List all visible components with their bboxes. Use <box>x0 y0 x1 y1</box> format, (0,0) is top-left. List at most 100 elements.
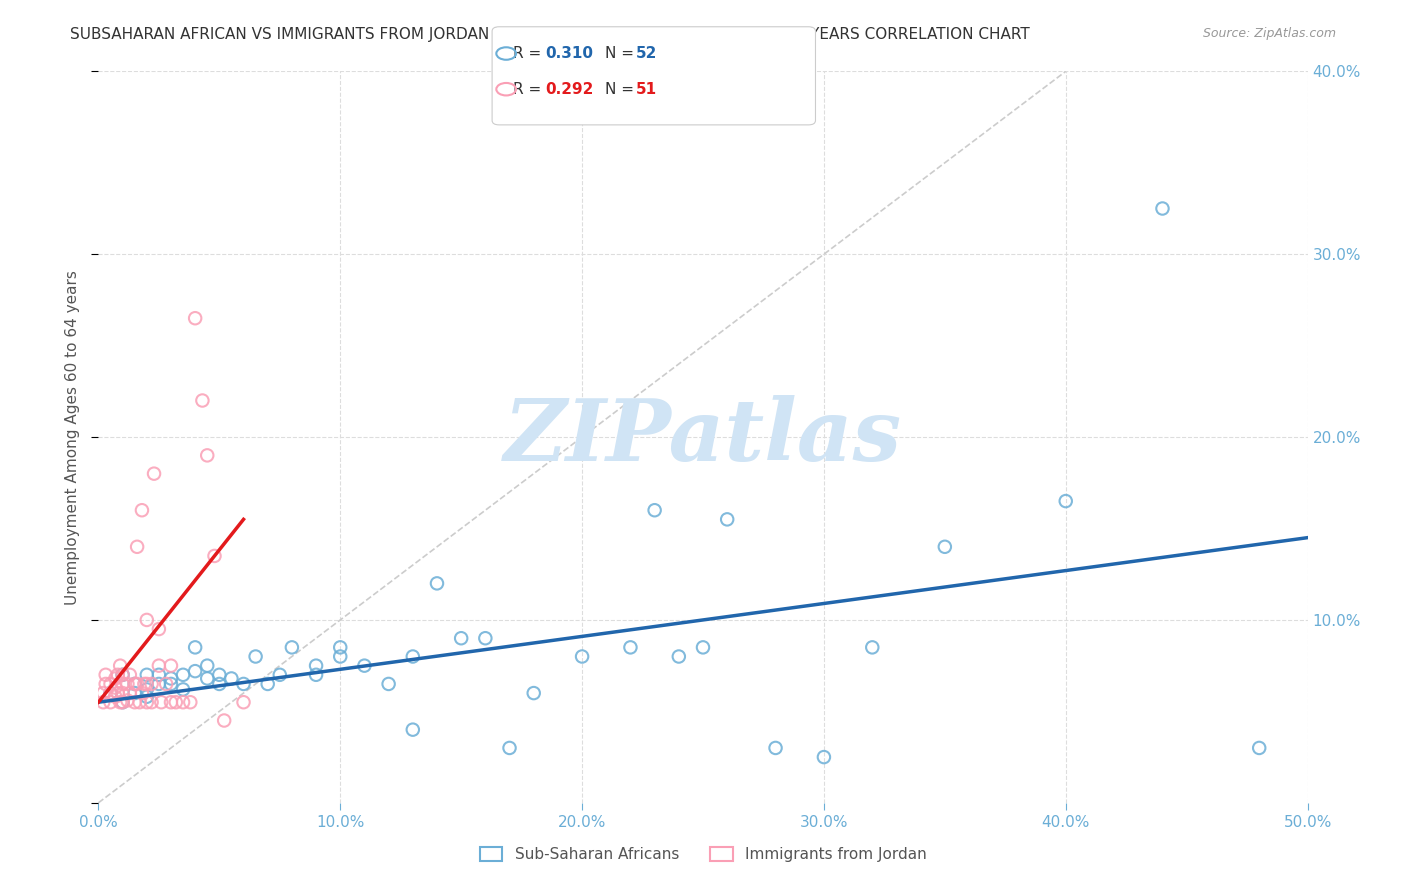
Text: 0.310: 0.310 <box>546 46 593 61</box>
Point <box>195 658 218 673</box>
Text: SUBSAHARAN AFRICAN VS IMMIGRANTS FROM JORDAN UNEMPLOYMENT AMONG AGES 60 TO 64 YE: SUBSAHARAN AFRICAN VS IMMIGRANTS FROM JO… <box>70 27 1031 42</box>
Point <box>305 667 328 681</box>
Point <box>860 640 883 655</box>
Point <box>135 690 157 704</box>
Point <box>644 503 666 517</box>
Point <box>160 677 183 691</box>
Point <box>135 667 157 681</box>
Text: R =: R = <box>513 82 547 96</box>
Point <box>329 649 352 664</box>
Legend: Sub-Saharan Africans, Immigrants from Jordan: Sub-Saharan Africans, Immigrants from Jo… <box>474 841 932 868</box>
Point <box>281 640 304 655</box>
Point <box>148 677 170 691</box>
Point <box>111 677 134 691</box>
Point <box>124 677 146 691</box>
Point <box>94 677 117 691</box>
Point <box>111 686 134 700</box>
Point <box>111 667 134 681</box>
Point <box>692 640 714 655</box>
Point <box>134 677 156 691</box>
Text: R =: R = <box>513 46 547 61</box>
Point <box>117 693 139 707</box>
Point <box>111 695 134 709</box>
Point <box>208 667 231 681</box>
Point <box>221 672 243 686</box>
Point <box>100 686 122 700</box>
Point <box>108 695 131 709</box>
Point <box>111 695 134 709</box>
Point <box>127 540 149 554</box>
Point <box>94 667 117 681</box>
Text: 51: 51 <box>636 82 657 96</box>
Point <box>100 677 122 691</box>
Point <box>135 695 157 709</box>
Point <box>619 640 641 655</box>
Point <box>813 750 835 764</box>
Point <box>108 658 131 673</box>
Point <box>232 695 254 709</box>
Point <box>232 677 254 691</box>
Point <box>1054 494 1077 508</box>
Point <box>256 677 278 691</box>
Point <box>179 695 201 709</box>
Point <box>245 649 267 664</box>
Point <box>172 682 194 697</box>
Point <box>160 658 183 673</box>
Y-axis label: Unemployment Among Ages 60 to 64 years: Unemployment Among Ages 60 to 64 years <box>65 269 80 605</box>
Point <box>668 649 690 664</box>
Point <box>269 667 291 681</box>
Text: ZIPatlas: ZIPatlas <box>503 395 903 479</box>
Point <box>124 677 146 691</box>
Point <box>155 677 177 691</box>
Point <box>160 695 183 709</box>
Point <box>474 632 496 646</box>
Point <box>184 664 207 678</box>
Point <box>165 695 187 709</box>
Point <box>148 658 170 673</box>
Point <box>195 672 218 686</box>
Point <box>131 686 153 700</box>
Point <box>212 714 235 728</box>
Text: 52: 52 <box>636 46 657 61</box>
Point <box>135 682 157 697</box>
Point <box>128 695 150 709</box>
Point <box>184 640 207 655</box>
Point <box>91 695 114 709</box>
Text: Source: ZipAtlas.com: Source: ZipAtlas.com <box>1202 27 1336 40</box>
Point <box>765 740 787 755</box>
Point <box>498 740 520 755</box>
Point <box>131 503 153 517</box>
Point <box>450 632 472 646</box>
Point <box>1249 740 1271 755</box>
Point <box>104 672 127 686</box>
Point <box>100 686 122 700</box>
Point <box>426 576 449 591</box>
Point <box>127 677 149 691</box>
Point <box>124 686 146 700</box>
Text: 0.292: 0.292 <box>546 82 593 96</box>
Point <box>141 677 163 691</box>
Point <box>124 695 146 709</box>
Point <box>91 686 114 700</box>
Point <box>107 667 129 681</box>
Point <box>117 677 139 691</box>
Point <box>716 512 738 526</box>
Point <box>135 613 157 627</box>
Point <box>305 658 328 673</box>
Point <box>329 640 352 655</box>
Point <box>111 667 134 681</box>
Point <box>104 681 127 695</box>
Point <box>377 677 399 691</box>
Point <box>160 672 183 686</box>
Point <box>204 549 226 563</box>
Point <box>1152 202 1174 216</box>
Point <box>107 686 129 700</box>
Point <box>571 649 593 664</box>
Point <box>523 686 546 700</box>
Point <box>172 695 194 709</box>
Point <box>135 677 157 691</box>
Point <box>195 449 218 463</box>
Point <box>100 695 122 709</box>
Point <box>104 690 127 704</box>
Point <box>150 695 173 709</box>
